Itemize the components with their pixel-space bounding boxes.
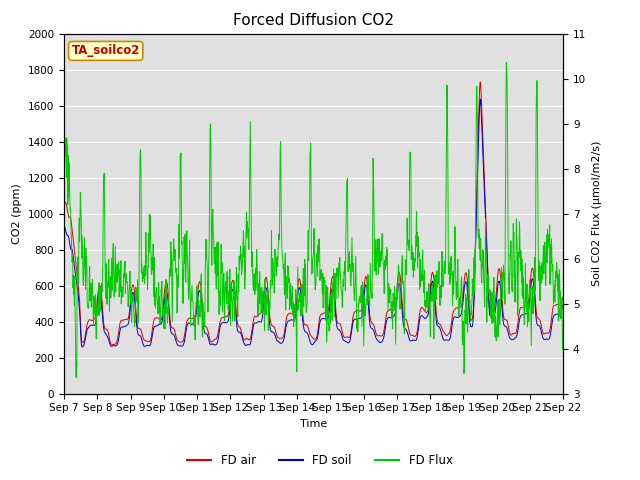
Text: TA_soilco2: TA_soilco2 xyxy=(72,44,140,58)
X-axis label: Time: Time xyxy=(300,419,327,429)
Y-axis label: CO2 (ppm): CO2 (ppm) xyxy=(12,183,22,244)
Title: Forced Diffusion CO2: Forced Diffusion CO2 xyxy=(233,13,394,28)
Y-axis label: Soil CO2 Flux (μmol/m2/s): Soil CO2 Flux (μmol/m2/s) xyxy=(592,141,602,286)
Legend: FD air, FD soil, FD Flux: FD air, FD soil, FD Flux xyxy=(183,449,457,472)
